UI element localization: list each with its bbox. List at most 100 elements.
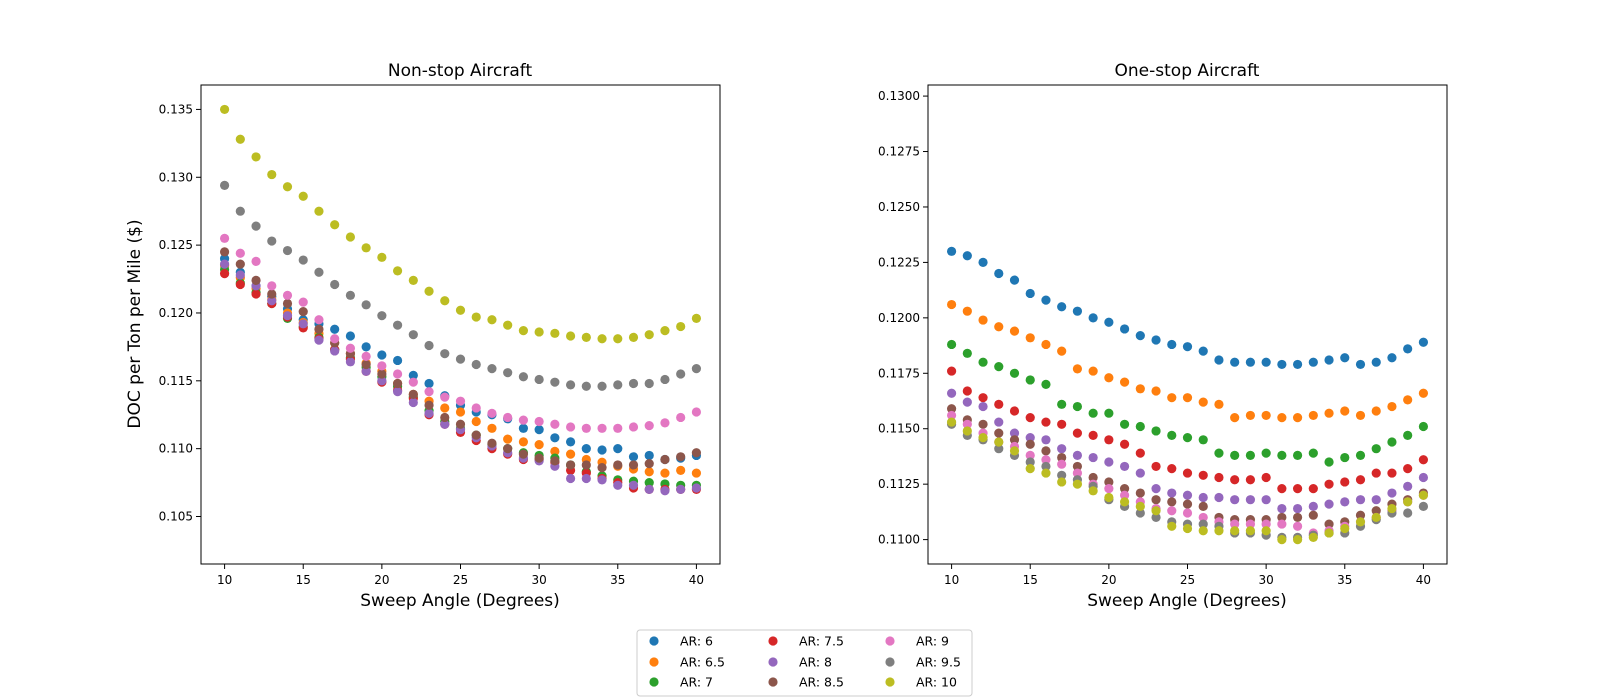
left-series-10 bbox=[219, 104, 702, 344]
left-data-point bbox=[267, 281, 277, 291]
left-data-point bbox=[597, 423, 607, 433]
right-data-point bbox=[1025, 413, 1035, 423]
right-data-point bbox=[1245, 495, 1256, 505]
right-data-point bbox=[1261, 526, 1271, 536]
right-y-tick-label: 0.1100 bbox=[878, 533, 920, 547]
right-data-point bbox=[1041, 295, 1051, 305]
right-y-ticks: 0.1100 0.1125 0.1150 0.1175 0.1200 0.1225 0.12… bbox=[878, 89, 928, 547]
left-data-point bbox=[267, 296, 277, 306]
legend-items: AR: 6 AR: 6.5 AR: 7 AR: 7.5 AR: 8 AR: 8.5 AR: … bbox=[649, 634, 961, 690]
right-y-tick-label: 0.1225 bbox=[878, 255, 920, 269]
right-x-tick-label: 30 bbox=[1258, 573, 1273, 587]
right-data-point bbox=[1041, 455, 1051, 465]
legend-item: AR: 8 bbox=[768, 655, 832, 670]
right-data-point bbox=[978, 401, 988, 412]
right-data-point bbox=[946, 339, 957, 350]
left-data-point bbox=[581, 381, 591, 391]
right-data-point bbox=[1230, 495, 1240, 505]
left-x-tick-label: 20 bbox=[374, 573, 389, 587]
legend-label: AR: 9 bbox=[916, 634, 949, 649]
right-data-point bbox=[994, 444, 1004, 454]
right-data-point bbox=[978, 315, 988, 325]
left-data-point bbox=[613, 380, 623, 390]
right-data-point bbox=[1308, 532, 1318, 542]
left-data-point bbox=[597, 381, 607, 391]
right-data-point bbox=[1167, 339, 1177, 350]
right-data-point bbox=[978, 257, 988, 268]
right-data-point bbox=[1025, 333, 1035, 343]
left-series-8-5 bbox=[219, 247, 702, 473]
left-data-point bbox=[518, 372, 529, 382]
left-data-point bbox=[298, 307, 308, 317]
right-data-point bbox=[1104, 484, 1114, 494]
left-data-point bbox=[282, 182, 293, 192]
left-data-point bbox=[424, 387, 434, 397]
left-data-point bbox=[361, 300, 371, 310]
right-data-point bbox=[1151, 512, 1161, 523]
right-data-point bbox=[1104, 317, 1114, 327]
right-data-point bbox=[1403, 430, 1413, 440]
right-data-point bbox=[1371, 406, 1381, 416]
legend-item: AR: 9.5 bbox=[885, 655, 961, 670]
right-data-point bbox=[994, 322, 1004, 332]
right-data-point bbox=[1418, 490, 1429, 500]
left-data-point bbox=[314, 324, 324, 334]
left-data-point bbox=[219, 233, 230, 243]
right-data-point bbox=[1088, 408, 1098, 418]
left-data-point bbox=[550, 446, 560, 456]
right-data-point bbox=[1261, 495, 1271, 505]
left-data-point bbox=[628, 378, 639, 389]
left-data-point bbox=[219, 104, 230, 115]
right-series-6 bbox=[946, 246, 1429, 370]
right-data-point bbox=[1418, 421, 1429, 432]
right-data-point bbox=[962, 397, 972, 407]
left-data-point bbox=[518, 415, 529, 425]
left-data-point bbox=[660, 418, 670, 428]
left-x-tick-label: 25 bbox=[453, 573, 468, 587]
left-data-point bbox=[565, 437, 576, 447]
right-data-point bbox=[1025, 464, 1035, 474]
left-data-point bbox=[597, 463, 607, 473]
left-data-point bbox=[440, 412, 450, 423]
left-data-point bbox=[392, 320, 403, 330]
left-data-point bbox=[377, 361, 387, 371]
left-data-point bbox=[487, 315, 497, 325]
right-data-point bbox=[1041, 468, 1051, 478]
left-data-point bbox=[581, 444, 591, 454]
left-data-point bbox=[503, 434, 513, 444]
legend-marker bbox=[649, 636, 659, 646]
left-data-point bbox=[298, 319, 308, 329]
left-data-point bbox=[377, 376, 387, 386]
right-chart: One-stop Aircraft 10 15 20 25 30 35 40 0.11000… bbox=[878, 61, 1448, 611]
right-data-point bbox=[1104, 457, 1114, 467]
left-data-point bbox=[219, 180, 230, 191]
right-data-point bbox=[1355, 510, 1366, 520]
right-data-point bbox=[1418, 501, 1429, 511]
left-data-point bbox=[440, 392, 450, 402]
right-data-point bbox=[1277, 535, 1287, 545]
left-data-point bbox=[282, 245, 293, 256]
right-data-point bbox=[1355, 359, 1366, 370]
right-data-point bbox=[1261, 448, 1271, 458]
left-data-point bbox=[267, 289, 277, 299]
left-data-point bbox=[644, 467, 654, 477]
right-data-point bbox=[1088, 472, 1098, 483]
legend-label: AR: 8.5 bbox=[799, 675, 844, 690]
left-data-point bbox=[345, 343, 356, 353]
right-data-point bbox=[1041, 339, 1051, 350]
right-data-point bbox=[1057, 399, 1067, 409]
left-data-point bbox=[455, 407, 466, 417]
left-data-point bbox=[676, 369, 686, 379]
right-data-point bbox=[1119, 377, 1130, 387]
right-data-point bbox=[1119, 419, 1130, 429]
left-data-point bbox=[219, 269, 230, 279]
right-data-point bbox=[1292, 450, 1303, 460]
right-data-point bbox=[1167, 464, 1177, 474]
left-data-point bbox=[392, 266, 403, 276]
left-data-point bbox=[471, 430, 481, 440]
right-data-point bbox=[1009, 406, 1020, 416]
left-data-point bbox=[424, 340, 434, 351]
right-data-point bbox=[1025, 375, 1035, 385]
left-data-point bbox=[424, 286, 434, 296]
right-data-point bbox=[994, 437, 1004, 447]
